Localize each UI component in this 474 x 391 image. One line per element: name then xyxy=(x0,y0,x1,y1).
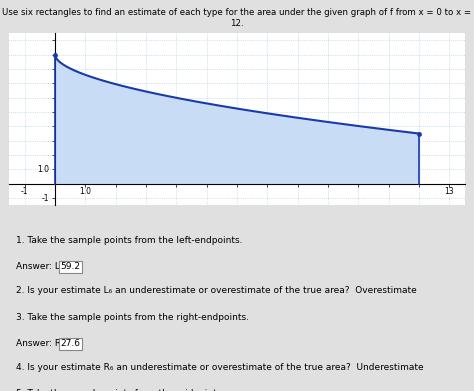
Text: 5. Take the sample points from the midpoints.: 5. Take the sample points from the midpo… xyxy=(16,389,225,391)
Text: 59.2: 59.2 xyxy=(61,262,81,271)
Text: Use six rectangles to find an estimate of each type for the area under the given: Use six rectangles to find an estimate o… xyxy=(2,9,472,28)
Text: -1: -1 xyxy=(21,187,28,196)
Text: 27.6: 27.6 xyxy=(61,339,81,348)
Text: 4. Is your estimate R₆ an underestimate or overestimate of the true area?  Under: 4. Is your estimate R₆ an underestimate … xyxy=(16,363,424,372)
Text: -1: -1 xyxy=(41,194,49,203)
Text: 1. Take the sample points from the left-endpoints.: 1. Take the sample points from the left-… xyxy=(16,236,243,245)
Text: Answer: R₆ =: Answer: R₆ = xyxy=(16,339,78,348)
Text: 1.0: 1.0 xyxy=(37,165,49,174)
Text: 1.0: 1.0 xyxy=(79,187,91,196)
Text: 3. Take the sample points from the right-endpoints.: 3. Take the sample points from the right… xyxy=(16,312,249,321)
Text: 13: 13 xyxy=(445,187,454,196)
Text: Answer: L₆ =: Answer: L₆ = xyxy=(16,262,77,271)
Text: 2. Is your estimate L₆ an underestimate or overestimate of the true area?  Overe: 2. Is your estimate L₆ an underestimate … xyxy=(16,286,417,295)
